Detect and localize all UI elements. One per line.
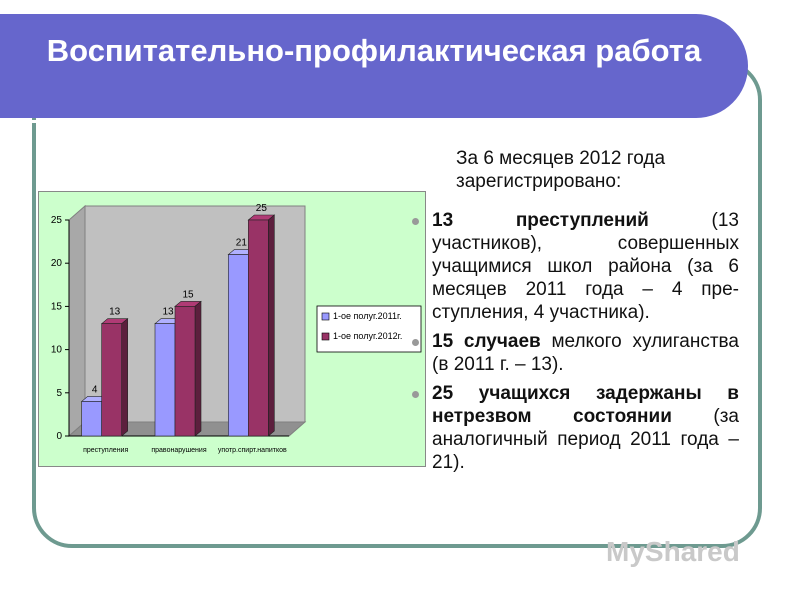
bar-chart: 0 5 10 15 20 25 4 13 преступления 13 15 правонаруше… [51, 203, 422, 454]
text-block: За 6 месяцев 2012 года зарегистрировано:… [412, 147, 740, 480]
y-tick-label: 0 [56, 431, 62, 442]
data-label: 13 [109, 307, 121, 318]
data-label: 15 [182, 289, 194, 300]
y-tick-label: 5 [56, 388, 62, 399]
bar-side [194, 300, 202, 437]
data-label: 4 [92, 384, 98, 395]
y-tick-label: 25 [51, 215, 63, 226]
bullet-bold: 15 случаев [432, 331, 541, 352]
data-label: 25 [256, 203, 268, 214]
bullet-item: 25 учащихся задержаны в нетрезвом состоя… [412, 382, 740, 474]
bullet-bold: 25 учащихся задержаны в нетрезвом состоя… [432, 383, 739, 427]
page-title: Воспитательно-профилактическая работа [46, 33, 702, 68]
category-label: правонарушения [151, 447, 206, 454]
category-label: употр.спирт.напитков [218, 447, 287, 454]
bar-side [121, 318, 128, 437]
legend-swatch [321, 332, 330, 341]
bullet-text: мелкого хулиганства (в 2011 г. – 13). [432, 331, 739, 375]
bar-side [268, 214, 275, 437]
bar [228, 254, 249, 437]
bar [154, 323, 176, 437]
bar [248, 219, 269, 437]
bullet-item: 13 преступлений (13 участников), соверше… [412, 209, 739, 324]
intro-text: За 6 месяцев 2012 года зарегистрировано: [456, 148, 666, 192]
bar [174, 306, 196, 437]
bullet-item: 15 случаев мелкого хулиганства (в 2011 г… [412, 330, 739, 376]
y-tick-label: 20 [51, 258, 63, 269]
title-banner: Воспитательно-профилактическая работа [0, 14, 748, 123]
data-label: 21 [236, 238, 248, 249]
legend-swatch [321, 312, 330, 321]
watermark: MyShared [606, 536, 740, 567]
y-tick-label: 10 [51, 345, 63, 356]
legend-label: 1-ое полуг.2012г. [333, 331, 402, 341]
bullet-text: (за аналогичный период 2011 года – 21). [432, 406, 740, 473]
y-tick-label: 15 [51, 301, 63, 312]
bar [81, 401, 102, 437]
bar [101, 323, 122, 437]
bullet-text: (13 участников), совершенных учащимися ш… [432, 210, 739, 323]
bullet-bold: 13 преступлений [432, 210, 649, 231]
legend-label: 1-ое полуг.2011г. [333, 311, 402, 321]
chart-area: 0 5 10 15 20 25 4 13 преступления 13 15 правонаруше… [38, 191, 426, 467]
data-label: 13 [162, 307, 174, 318]
legend-box [316, 305, 422, 353]
title-underline [0, 120, 704, 123]
bullet-list: 13 преступлений (13 участников), соверше… [412, 209, 740, 474]
category-label: преступления [83, 447, 128, 454]
